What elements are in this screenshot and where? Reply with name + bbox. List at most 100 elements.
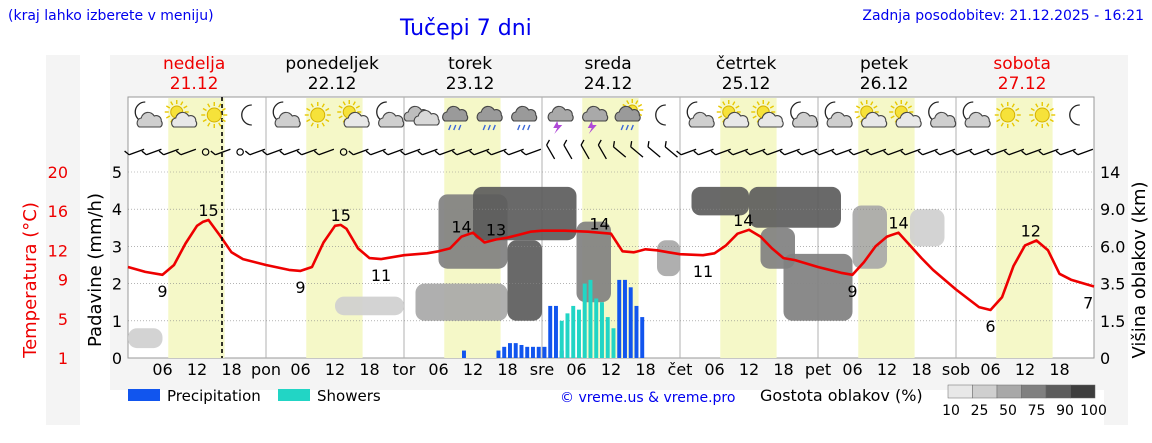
raindrop [527,124,531,131]
sun-ray [637,103,643,108]
temp-axis-title: Temperatura (°C) [20,202,41,359]
day-name: ponedeljek [285,54,379,74]
precipitation-bar [548,305,553,358]
wind-barb [762,148,783,156]
wind-barb-shaft [249,148,266,156]
precipitation-bar [502,346,507,358]
temp-annotation: 9 [157,282,167,301]
raindrop [630,124,634,131]
cloud-shape [274,111,301,128]
raindrop [517,124,521,131]
wind-barb-shaft [974,148,990,156]
sun-ray [1030,107,1035,112]
temp-tick-label: 12 [48,241,68,260]
sun-ray [352,101,356,106]
sun-ray [1015,118,1020,123]
showers-bar [582,283,587,358]
wind-barb-shaft [767,148,783,156]
temp-annotation: 14 [733,211,753,230]
day-date: 23.12 [446,74,495,94]
wind-barb-shaft [905,148,921,156]
wind-barb-feather [175,150,182,156]
raindrop [458,124,462,131]
cloud-density-swatch [1070,384,1096,399]
moon-cloud-icon [134,101,163,128]
temp-annotation: 15 [331,206,351,225]
temp-annotation: 7 [1083,294,1093,313]
precip-tick-label: 4 [112,200,122,219]
wind-calm-marker [236,148,244,156]
sun-ray [996,118,1001,123]
wind-barb-feather [865,150,872,156]
wind-calm-marker [201,148,210,156]
sun-ray [1049,118,1054,123]
sun-ray [870,101,874,106]
credit-link: © vreme.us & vreme.pro [560,390,735,406]
location-hint[interactable]: (kraj lahko izberete v meniju) [8,8,214,24]
wind-barb [520,148,542,156]
cloud-shape [378,111,405,128]
sun-ray [735,105,740,109]
sun-disc [1000,107,1016,123]
wind-barb-feather [1021,150,1027,156]
wind-barb [612,140,627,158]
sun-ray [321,103,325,108]
wind-barb [647,140,661,158]
wind-barb [210,148,231,156]
wind-barb [676,148,697,156]
cloud-height-tick-label: 9.0 [1100,200,1125,219]
cloud-shape [792,111,819,128]
sun-ray [752,115,757,119]
temp-annotation: 15 [198,201,218,220]
temp-annotation: 14 [451,218,471,237]
wind-barb-shaft [508,148,524,156]
wind-barb [597,139,607,160]
sun-ray [1035,122,1039,127]
lightning-bolt [553,121,563,134]
wind-barb-shaft [1077,148,1094,156]
wind-barb-feather [814,150,820,156]
raindrop [448,124,452,131]
precipitation-bar [554,305,558,358]
showers-bar [571,305,576,358]
x-tick-label: 12 [601,360,621,379]
wind-barb [664,140,678,158]
precipitation-bar [513,343,518,358]
cloud-density-patch [691,186,749,216]
cloud-shape [614,105,641,122]
x-tick-label: 12 [187,360,207,379]
sun-ray [856,115,861,119]
wind-barb [848,148,869,156]
wind-barb-feather [676,150,682,156]
wind-barb [1038,148,1059,156]
wind-barb-shaft [801,148,818,156]
temp-annotation: 9 [295,278,305,297]
temp-tick-label: 1 [58,349,68,368]
wind-barb-shaft [922,148,938,156]
raindrop [482,124,486,131]
sun-ray [166,105,171,109]
temp-tick-label: 20 [48,163,68,182]
wind-barb-shaft [404,148,421,156]
daylight-band [996,98,1053,358]
moon-shape [655,104,666,126]
showers-bar [577,309,581,358]
wind-barb-feather [796,150,803,156]
precipitation-bar [531,346,535,358]
moon-cloud-icon [962,101,991,128]
showers-bar [559,320,564,358]
moon-cloud-icon [928,101,957,128]
sun-ray [769,105,774,109]
wind-barb-feather [451,150,458,156]
wind-barb-feather [831,150,837,156]
wind-barb [296,148,317,156]
showers-bar [594,298,599,358]
thunder-cloud-icon [547,105,574,134]
sun-ray [207,103,211,108]
wind-barb [365,148,386,156]
wind-barb-shaft [439,148,455,156]
wind-barb-shaft [353,148,369,156]
wind-barb-feather [693,150,699,156]
wind-barb [141,148,162,156]
cloud-shape [511,105,538,122]
